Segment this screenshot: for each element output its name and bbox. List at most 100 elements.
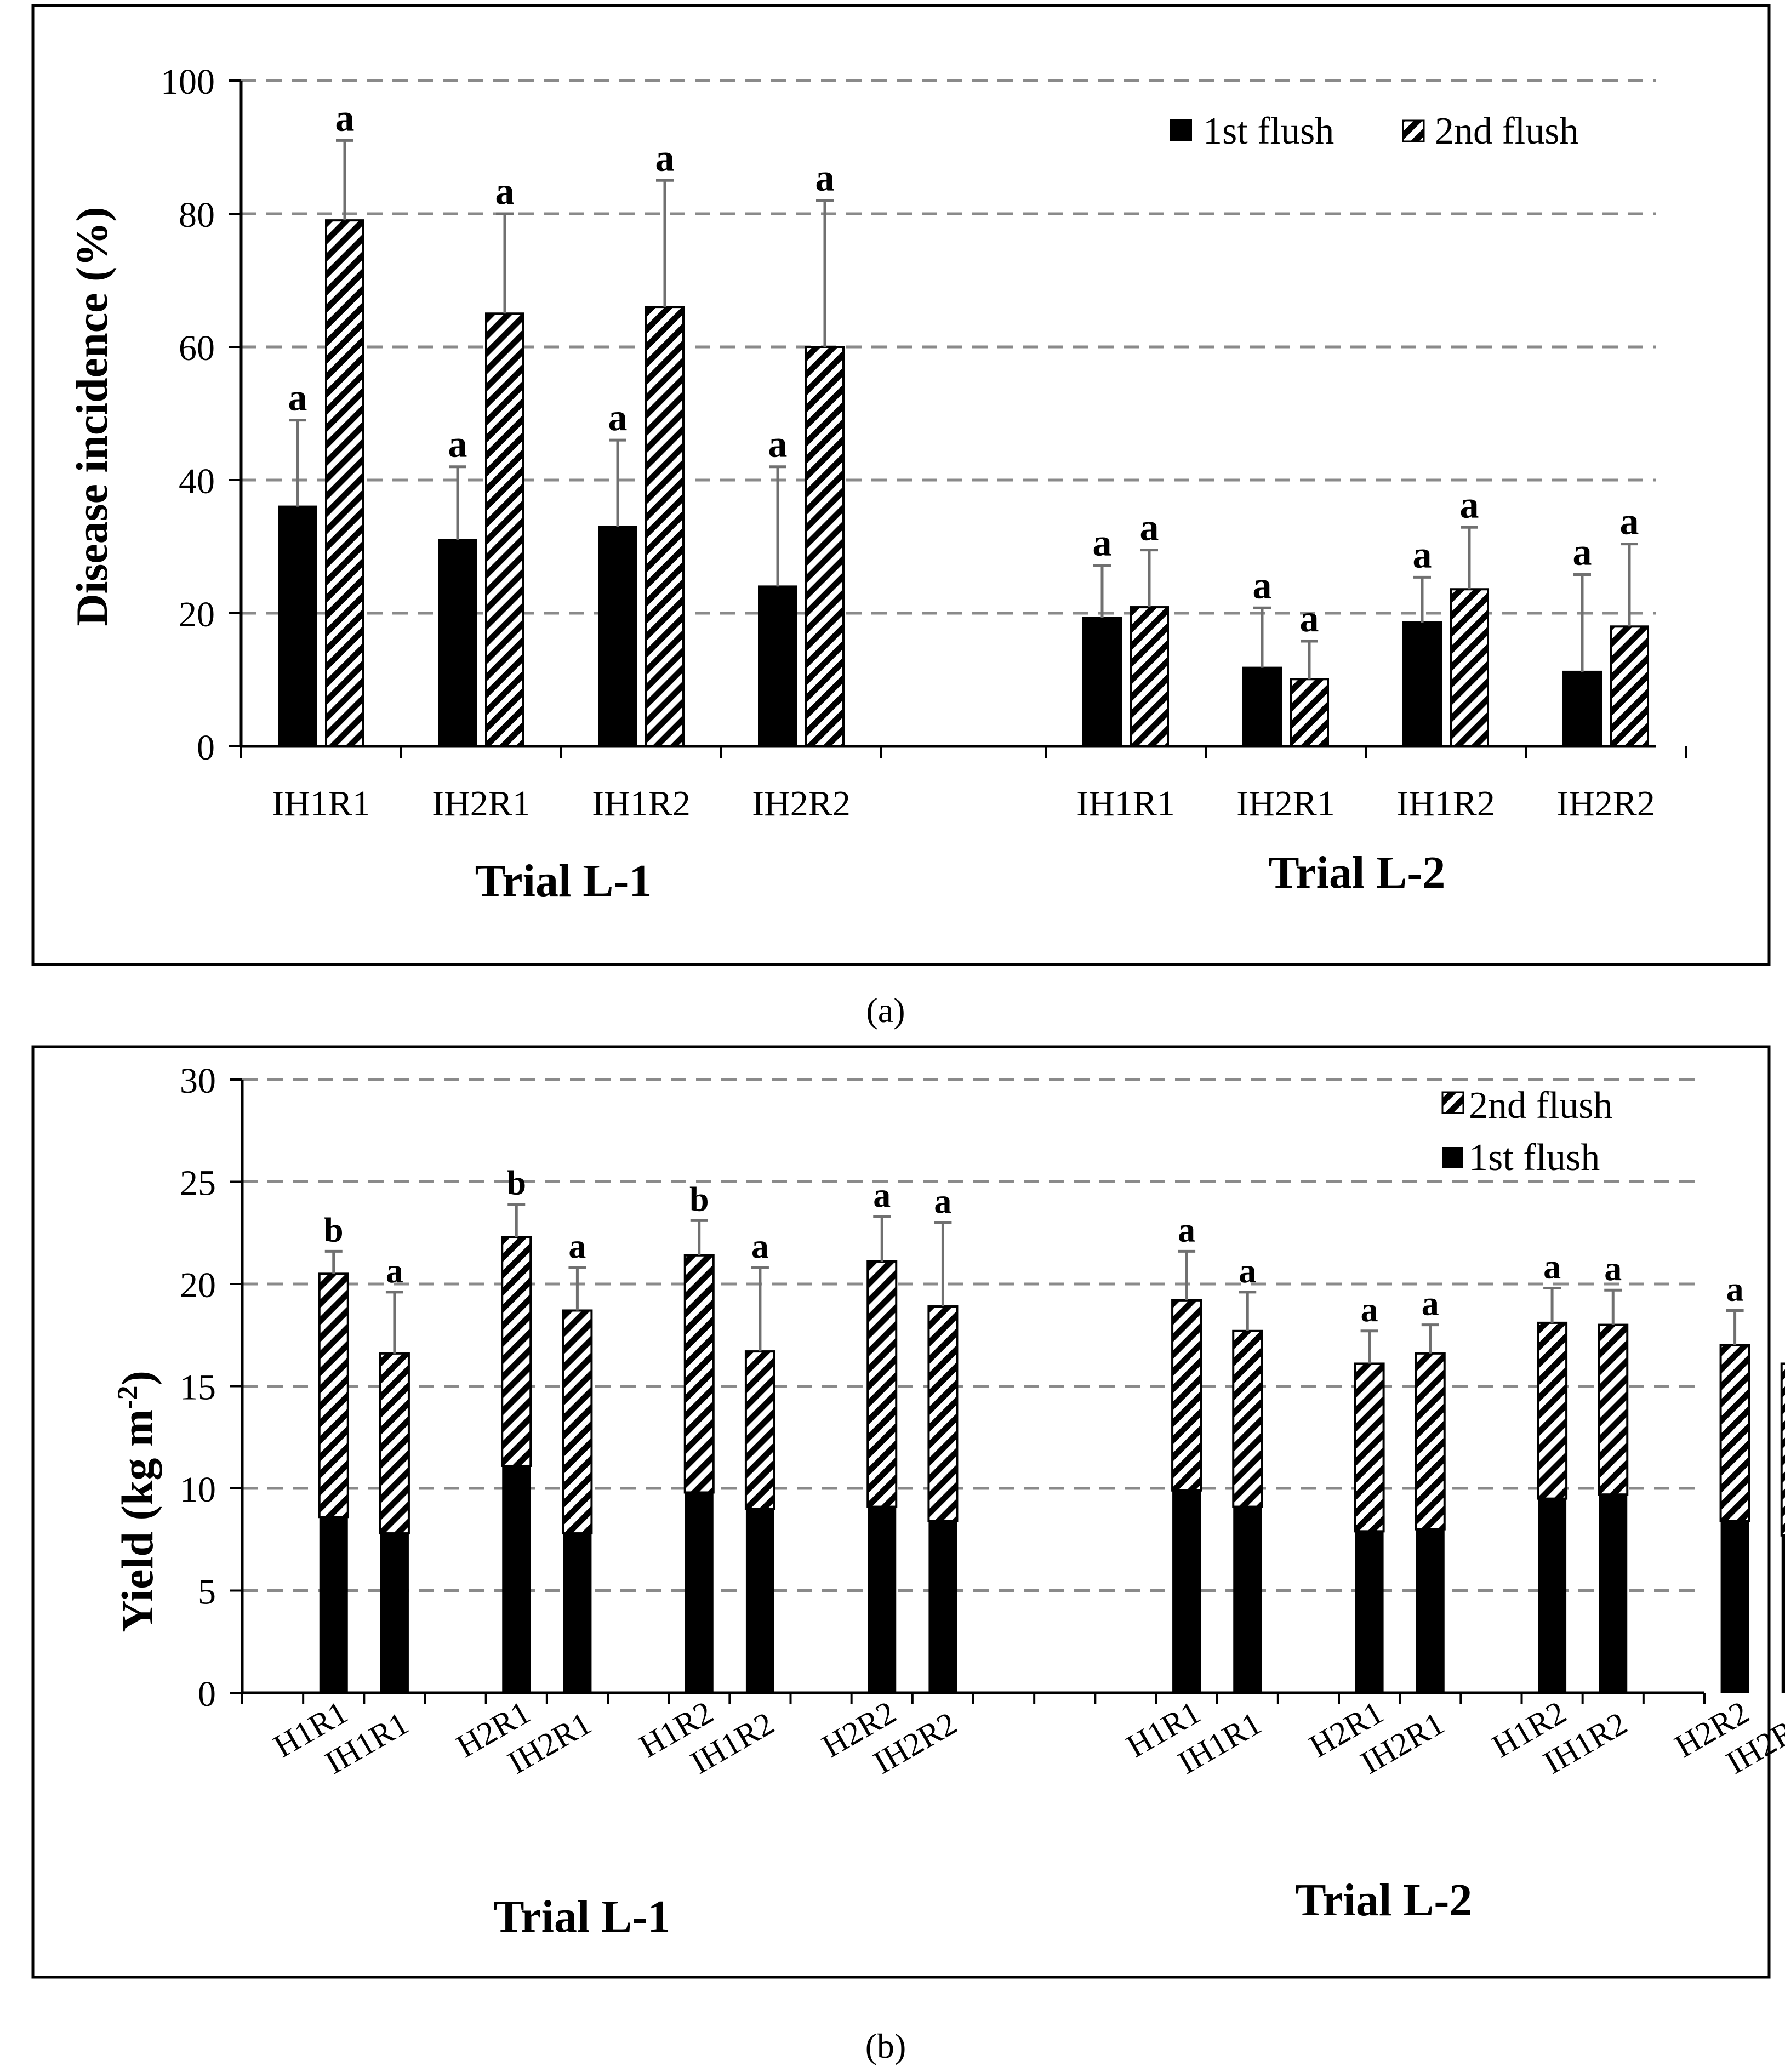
y-tick-label: 60 — [179, 328, 215, 368]
bar-h2r1-l2-2nd-flush — [1354, 1362, 1385, 1533]
significance-letter: a — [1140, 507, 1159, 549]
significance-letter: b — [689, 1179, 709, 1218]
significance-letter: a — [1422, 1284, 1439, 1323]
significance-letter: a — [1620, 501, 1639, 543]
y-tick-label: 20 — [180, 1265, 216, 1305]
x-tick-label: IH1R2 — [1396, 784, 1495, 824]
bar-h1r2-l1-2nd-flush — [683, 1254, 715, 1494]
bar-ih1r1-l1-1st-flush — [380, 1533, 409, 1693]
bar-ih1r2-l2-2nd-flush — [1598, 1323, 1629, 1496]
bar-h1r1-l2-1st-flush — [1172, 1490, 1201, 1693]
bar-h1r2-l2-1st-flush — [1538, 1498, 1567, 1693]
panel-b-caption: (b) — [865, 2027, 906, 2065]
panel-a-axes: 0 20 40 60 80 100 — [161, 62, 1687, 768]
significance-letter: a — [1361, 1290, 1378, 1329]
bar-2nd-flush-ih1r1 — [325, 219, 364, 747]
bar-h1r1-l1-1st-flush — [319, 1517, 348, 1693]
panel-a-border — [31, 4, 1771, 966]
bar-ih1r1-l2-2nd-flush — [1232, 1329, 1263, 1508]
significance-letter: a — [1413, 534, 1432, 576]
bar-1st-flush-ih2r2 — [1562, 670, 1602, 748]
bar-2nd-flush-ih1r2 — [645, 306, 685, 747]
bar-ih2r1-l2-2nd-flush — [1415, 1352, 1446, 1531]
panel-b-axes: 0 5 10 15 20 25 30 — [180, 1061, 1706, 1714]
y-tick-label: 15 — [180, 1368, 216, 1408]
significance-letter: a — [1093, 522, 1112, 564]
y-tick-label: 20 — [179, 595, 215, 635]
legend-1st-flush-swatch — [1170, 119, 1192, 141]
significance-letter: a — [768, 424, 788, 466]
legend-2nd-flush-swatch — [1402, 119, 1425, 142]
panel-b-ylabel-main: Yield (kg m — [112, 1409, 162, 1633]
bar-ih2r2-l1-1st-flush — [928, 1521, 957, 1693]
bar-2nd-flush-ih1r2 — [1450, 588, 1489, 747]
bar-2nd-flush-ih2r2 — [805, 346, 845, 747]
significance-letter: a — [1300, 598, 1319, 640]
bar-h1r2-l1-1st-flush — [685, 1492, 714, 1693]
significance-letter: a — [495, 170, 515, 213]
x-tick-label: IH2R2 — [1556, 784, 1655, 824]
bar-ih1r2-l1-1st-flush — [745, 1509, 774, 1693]
bar-ih2r2-l2-1st-flush — [1781, 1535, 1785, 1693]
y-tick-label: 40 — [179, 461, 215, 501]
x-tick-label: IH1R2 — [592, 784, 691, 824]
bar-1st-flush-ih1r2 — [598, 526, 637, 747]
bar-h2r2-l2-1st-flush — [1720, 1521, 1749, 1693]
legend-b-1st-flush-swatch — [1442, 1147, 1463, 1168]
significance-letter: a — [1178, 1210, 1195, 1249]
bar-2nd-flush-ih2r1 — [485, 312, 524, 747]
y-tick-label: 80 — [179, 195, 215, 235]
bar-ih1r2-l1-2nd-flush — [744, 1350, 775, 1510]
bar-h2r1-l2-1st-flush — [1355, 1531, 1384, 1693]
panel-a-gridlines — [241, 79, 1656, 615]
significance-letter: a — [1543, 1247, 1561, 1286]
bar-1st-flush-ih2r1 — [438, 539, 477, 747]
bar-1st-flush-ih2r2 — [758, 585, 797, 748]
y-tick-label: 0 — [197, 728, 215, 768]
significance-letter: a — [1726, 1269, 1744, 1308]
significance-letter: a — [934, 1181, 951, 1220]
significance-letter: a — [1253, 564, 1272, 607]
panel-a-caption: (a) — [866, 991, 905, 1030]
bar-h2r1-l1-1st-flush — [502, 1465, 531, 1693]
bar-h2r2-l1-2nd-flush — [866, 1260, 898, 1508]
legend-b-1st-flush-label: 1st flush — [1469, 1137, 1600, 1179]
significance-letter: a — [1460, 484, 1479, 526]
legend-b-2nd-flush-label: 2nd flush — [1469, 1084, 1613, 1127]
bar-ih2r1-l1-2nd-flush — [562, 1309, 593, 1535]
significance-letter: b — [506, 1163, 526, 1202]
y-tick-label: 0 — [198, 1674, 216, 1714]
bar-ih2r1-l1-1st-flush — [563, 1533, 592, 1693]
significance-letter: a — [608, 397, 628, 439]
bar-ih2r2-l2-2nd-flush — [1780, 1362, 1785, 1537]
y-tick-label: 5 — [198, 1572, 216, 1612]
panel-a-bars — [278, 139, 1649, 748]
panel-b-legend: 2nd flush 1st flush — [1441, 1084, 1613, 1179]
bar-1st-flush-ih2r1 — [1242, 666, 1282, 747]
panel-a-ylabel: Disease incidence (%) — [67, 207, 117, 626]
panel-b-ylabel: Yield (kg m-2) — [112, 1371, 162, 1633]
bar-ih2r1-l2-1st-flush — [1416, 1529, 1445, 1693]
significance-letter: a — [1239, 1251, 1256, 1290]
bar-1st-flush-ih1r1 — [1082, 617, 1122, 747]
significance-letter: b — [324, 1210, 344, 1249]
bar-1st-flush-ih1r1 — [278, 505, 317, 747]
y-tick-label: 100 — [161, 62, 215, 102]
significance-letter: a — [751, 1226, 769, 1265]
bar-h2r2-l1-1st-flush — [868, 1506, 897, 1693]
y-tick-label: 10 — [180, 1470, 216, 1510]
bar-ih1r1-l2-1st-flush — [1233, 1506, 1262, 1693]
bar-2nd-flush-ih2r1 — [1290, 678, 1329, 748]
group-label-trial-l1: Trial L-1 — [475, 855, 652, 906]
panel-a-legend: 1st flush 2nd flush — [1170, 110, 1579, 152]
bar-h2r2-l2-2nd-flush — [1719, 1344, 1750, 1522]
panel-b-ylabel-superscript: -2 — [112, 1386, 144, 1409]
x-tick-label: IH1R1 — [1076, 784, 1175, 824]
significance-letter: a — [1573, 532, 1592, 574]
significance-letter: a — [873, 1175, 891, 1214]
x-tick-label: IH2R1 — [432, 784, 531, 824]
